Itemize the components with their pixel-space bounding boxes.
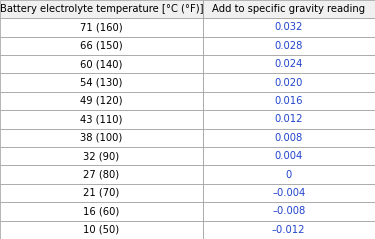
Bar <box>0 202 202 221</box>
Bar <box>0 73 202 92</box>
Text: 21 (70): 21 (70) <box>83 188 119 198</box>
Bar <box>0 37 202 55</box>
Bar <box>202 147 375 165</box>
Bar <box>202 221 375 239</box>
Bar <box>202 110 375 129</box>
Text: 0.024: 0.024 <box>274 59 303 69</box>
Text: 43 (110): 43 (110) <box>80 114 122 124</box>
Text: 38 (100): 38 (100) <box>80 133 122 143</box>
Bar <box>0 184 202 202</box>
Bar <box>0 18 202 37</box>
Text: 0.028: 0.028 <box>274 41 303 51</box>
Text: 0.008: 0.008 <box>274 133 303 143</box>
Text: 10 (50): 10 (50) <box>83 225 119 235</box>
Text: 27 (80): 27 (80) <box>83 170 119 179</box>
Text: –0.008: –0.008 <box>272 206 305 216</box>
Bar <box>202 129 375 147</box>
Text: 54 (130): 54 (130) <box>80 77 122 87</box>
Bar <box>0 221 202 239</box>
Text: 71 (160): 71 (160) <box>80 22 123 32</box>
Bar <box>0 165 202 184</box>
Bar <box>0 147 202 165</box>
Bar <box>202 37 375 55</box>
Bar <box>202 92 375 110</box>
Text: 0.016: 0.016 <box>274 96 303 106</box>
Bar <box>202 165 375 184</box>
Bar <box>0 129 202 147</box>
Bar <box>0 92 202 110</box>
Text: 0.032: 0.032 <box>274 22 303 32</box>
Text: Battery electrolyte temperature [°C (°F)]: Battery electrolyte temperature [°C (°F)… <box>0 4 203 14</box>
Bar <box>202 18 375 37</box>
Text: Add to specific gravity reading: Add to specific gravity reading <box>212 4 365 14</box>
Text: 16 (60): 16 (60) <box>83 206 119 216</box>
Text: 66 (150): 66 (150) <box>80 41 123 51</box>
Bar <box>202 73 375 92</box>
Bar <box>202 0 375 18</box>
Text: 32 (90): 32 (90) <box>83 151 119 161</box>
Text: –0.004: –0.004 <box>272 188 305 198</box>
Text: 0: 0 <box>286 170 292 179</box>
Text: 49 (120): 49 (120) <box>80 96 123 106</box>
Bar <box>202 184 375 202</box>
Text: 0.012: 0.012 <box>274 114 303 124</box>
Text: 60 (140): 60 (140) <box>80 59 122 69</box>
Text: –0.012: –0.012 <box>272 225 306 235</box>
Bar <box>202 202 375 221</box>
Bar <box>0 110 202 129</box>
Bar <box>0 55 202 73</box>
Bar <box>0 0 202 18</box>
Text: 0.004: 0.004 <box>274 151 303 161</box>
Bar <box>202 55 375 73</box>
Text: 0.020: 0.020 <box>274 77 303 87</box>
